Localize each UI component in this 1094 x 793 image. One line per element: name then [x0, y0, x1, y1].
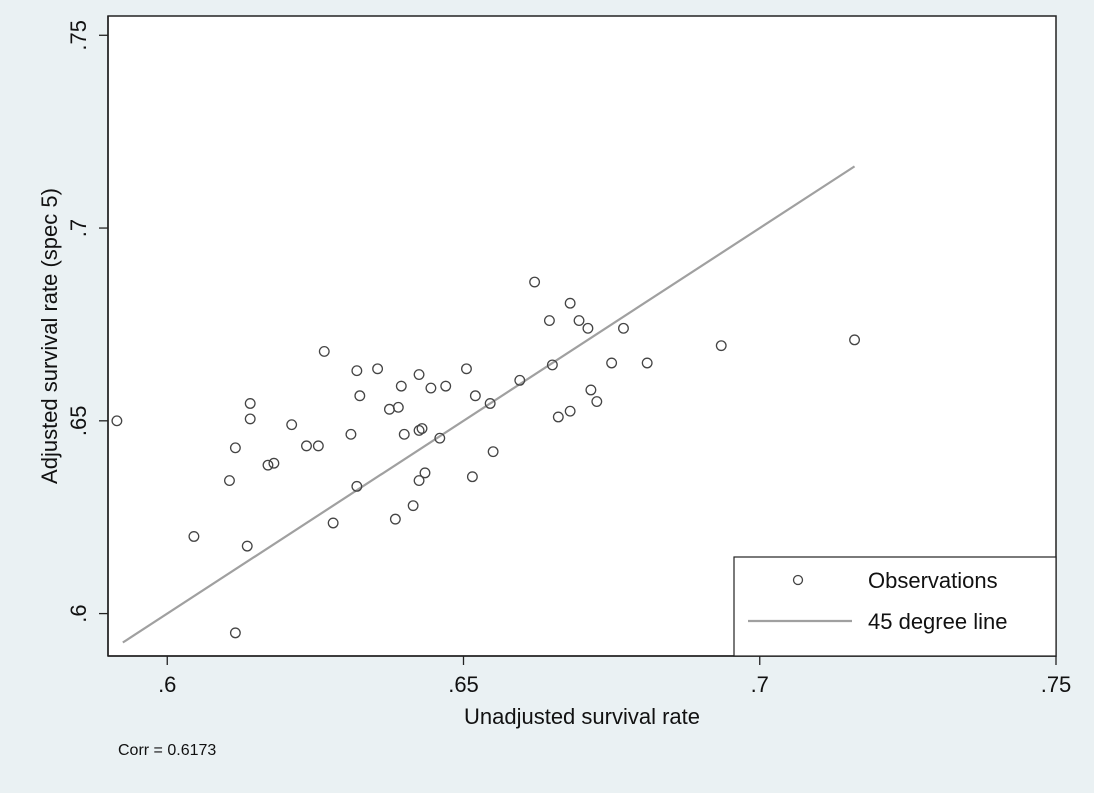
data-point [849, 334, 861, 346]
data-point [416, 423, 428, 434]
data-point [354, 390, 366, 402]
x-axis: .6 .65 .7 .75 [108, 655, 1072, 697]
data-point [395, 380, 407, 392]
y-tick-label: .6 [66, 604, 91, 622]
data-point [229, 442, 241, 454]
data-point [529, 276, 541, 288]
legend: Observations 45 degree line [733, 556, 1057, 657]
data-point [244, 413, 256, 425]
data-point [466, 471, 478, 483]
legend-label-45-degree-line: 45 degree line [868, 609, 1007, 634]
line-45-degree [122, 165, 856, 644]
data-point [286, 419, 298, 431]
data-point [585, 384, 597, 396]
data-point [434, 432, 446, 444]
y-axis-title: Adjusted survival rate (spec 5) [37, 188, 62, 484]
x-axis-title: Unadjusted survival rate [464, 704, 700, 729]
legend-label-observations: Observations [868, 568, 998, 593]
data-point [224, 475, 235, 487]
x-tick-label: .75 [1041, 672, 1072, 697]
data-point [543, 315, 555, 327]
data-point [564, 297, 576, 309]
data-point [413, 425, 425, 436]
data-point [398, 428, 410, 440]
data-point [262, 459, 274, 471]
data-point [514, 374, 526, 386]
y-axis: .6 .65 .7 .75 [66, 16, 109, 656]
data-point [318, 345, 330, 357]
data-point [351, 365, 363, 377]
data-point [618, 322, 629, 334]
data-point [389, 513, 401, 525]
series-45-degree-line [122, 165, 856, 644]
data-point [591, 396, 603, 407]
series-observations [111, 276, 861, 639]
data-point [241, 540, 253, 552]
data-point [440, 380, 452, 392]
data-point [244, 398, 256, 409]
data-point [392, 401, 404, 413]
x-tick-label: .7 [751, 672, 769, 697]
correlation-note: Corr = 0.6173 [118, 742, 216, 759]
data-point [641, 357, 653, 369]
data-point [188, 531, 200, 542]
data-point [345, 428, 357, 440]
data-point [582, 322, 594, 334]
data-point [715, 340, 727, 352]
x-tick-label: .6 [158, 672, 176, 697]
data-point [372, 363, 384, 375]
data-point [487, 446, 499, 458]
data-point [229, 627, 241, 639]
data-point [425, 382, 437, 394]
data-point [606, 357, 618, 369]
data-point [351, 480, 363, 492]
data-point [484, 398, 496, 409]
data-point [407, 500, 419, 512]
data-point [469, 390, 481, 402]
data-point [552, 411, 564, 423]
data-point [546, 359, 558, 371]
data-point [111, 415, 123, 427]
data-point [419, 467, 431, 479]
data-point [573, 315, 585, 327]
y-tick-label: .65 [66, 406, 91, 437]
data-point [301, 440, 312, 452]
legend-marker-observations [792, 574, 804, 586]
y-tick-label: .75 [66, 20, 91, 51]
data-point [564, 405, 576, 417]
data-point [268, 457, 280, 469]
data-point [413, 475, 425, 487]
y-tick-label: .7 [66, 219, 91, 237]
data-point [327, 517, 339, 529]
legend-box [733, 556, 1057, 657]
data-point [413, 369, 425, 381]
data-point [312, 440, 324, 452]
data-point [461, 363, 472, 375]
x-tick-label: .65 [448, 672, 479, 697]
